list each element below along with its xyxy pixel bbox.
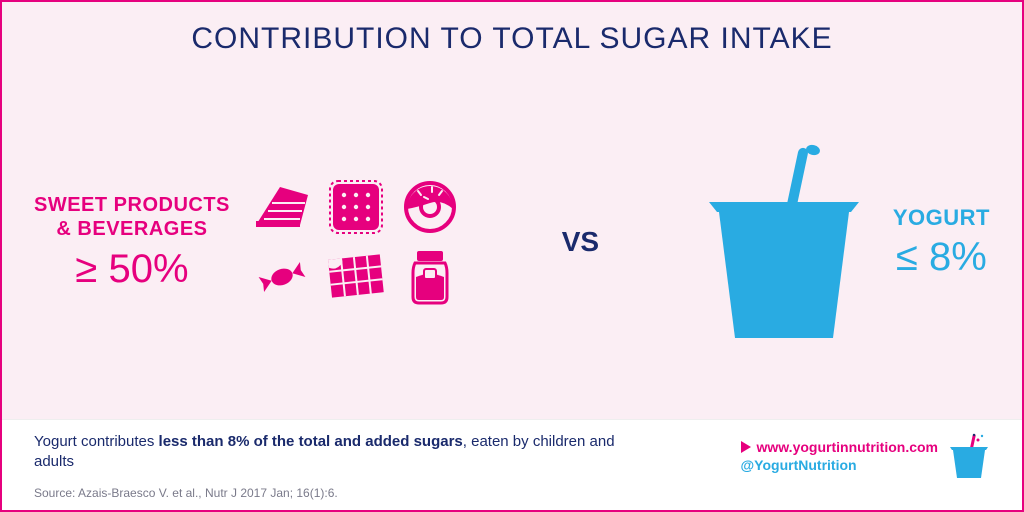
footer-text-bold: less than 8% of the total and added suga… — [159, 433, 463, 450]
twitter-handle: @YogurtNutrition — [741, 457, 938, 473]
sweet-icons-grid — [250, 175, 462, 309]
footer-text-prefix: Yogurt contributes — [34, 433, 159, 450]
footer-links: www.yogurtinnutrition.com @YogurtNutriti… — [741, 439, 938, 473]
right-group: YOGURT ≤ 8% — [699, 142, 990, 342]
left-text: SWEET PRODUCTS & BEVERAGES ≥ 50% — [34, 193, 230, 292]
right-label: YOGURT — [893, 205, 990, 231]
page-title: CONTRIBUTION TO TOTAL SUGAR INTAKE — [34, 22, 990, 56]
left-label: SWEET PRODUCTS & BEVERAGES — [34, 193, 230, 241]
main-panel: CONTRIBUTION TO TOTAL SUGAR INTAKE SWEET… — [2, 2, 1022, 419]
footer-main-text: Yogurt contributes less than 8% of the t… — [34, 432, 654, 473]
yogurt-cup-icon — [699, 142, 869, 342]
right-percent: ≤ 8% — [893, 235, 990, 280]
left-group: SWEET PRODUCTS & BEVERAGES ≥ 50% — [34, 175, 462, 309]
yogurt-logo-icon — [948, 432, 990, 480]
cracker-icon — [327, 178, 385, 236]
right-text: YOGURT ≤ 8% — [893, 205, 990, 280]
website-line: www.yogurtinnutrition.com — [741, 439, 938, 455]
comparison-row: SWEET PRODUCTS & BEVERAGES ≥ 50% — [34, 76, 990, 409]
infographic-container: CONTRIBUTION TO TOTAL SUGAR INTAKE SWEET… — [0, 0, 1024, 512]
left-percent: ≥ 50% — [34, 247, 230, 292]
chocolate-icon — [322, 247, 390, 307]
left-label-line1: SWEET PRODUCTS — [34, 194, 230, 216]
website-text: www.yogurtinnutrition.com — [757, 439, 938, 455]
left-label-line2: & BEVERAGES — [56, 218, 207, 240]
cake-icon — [250, 175, 314, 239]
jam-jar-icon — [405, 247, 455, 307]
footer-source: Source: Azais-Braesco V. et al., Nutr J … — [34, 486, 654, 500]
candy-icon — [254, 249, 310, 305]
vs-label: VS — [554, 226, 607, 258]
footer-left: Yogurt contributes less than 8% of the t… — [34, 432, 654, 501]
donut-icon — [402, 179, 458, 235]
play-icon — [741, 441, 751, 453]
footer: Yogurt contributes less than 8% of the t… — [2, 419, 1022, 511]
footer-right: www.yogurtinnutrition.com @YogurtNutriti… — [741, 432, 990, 480]
